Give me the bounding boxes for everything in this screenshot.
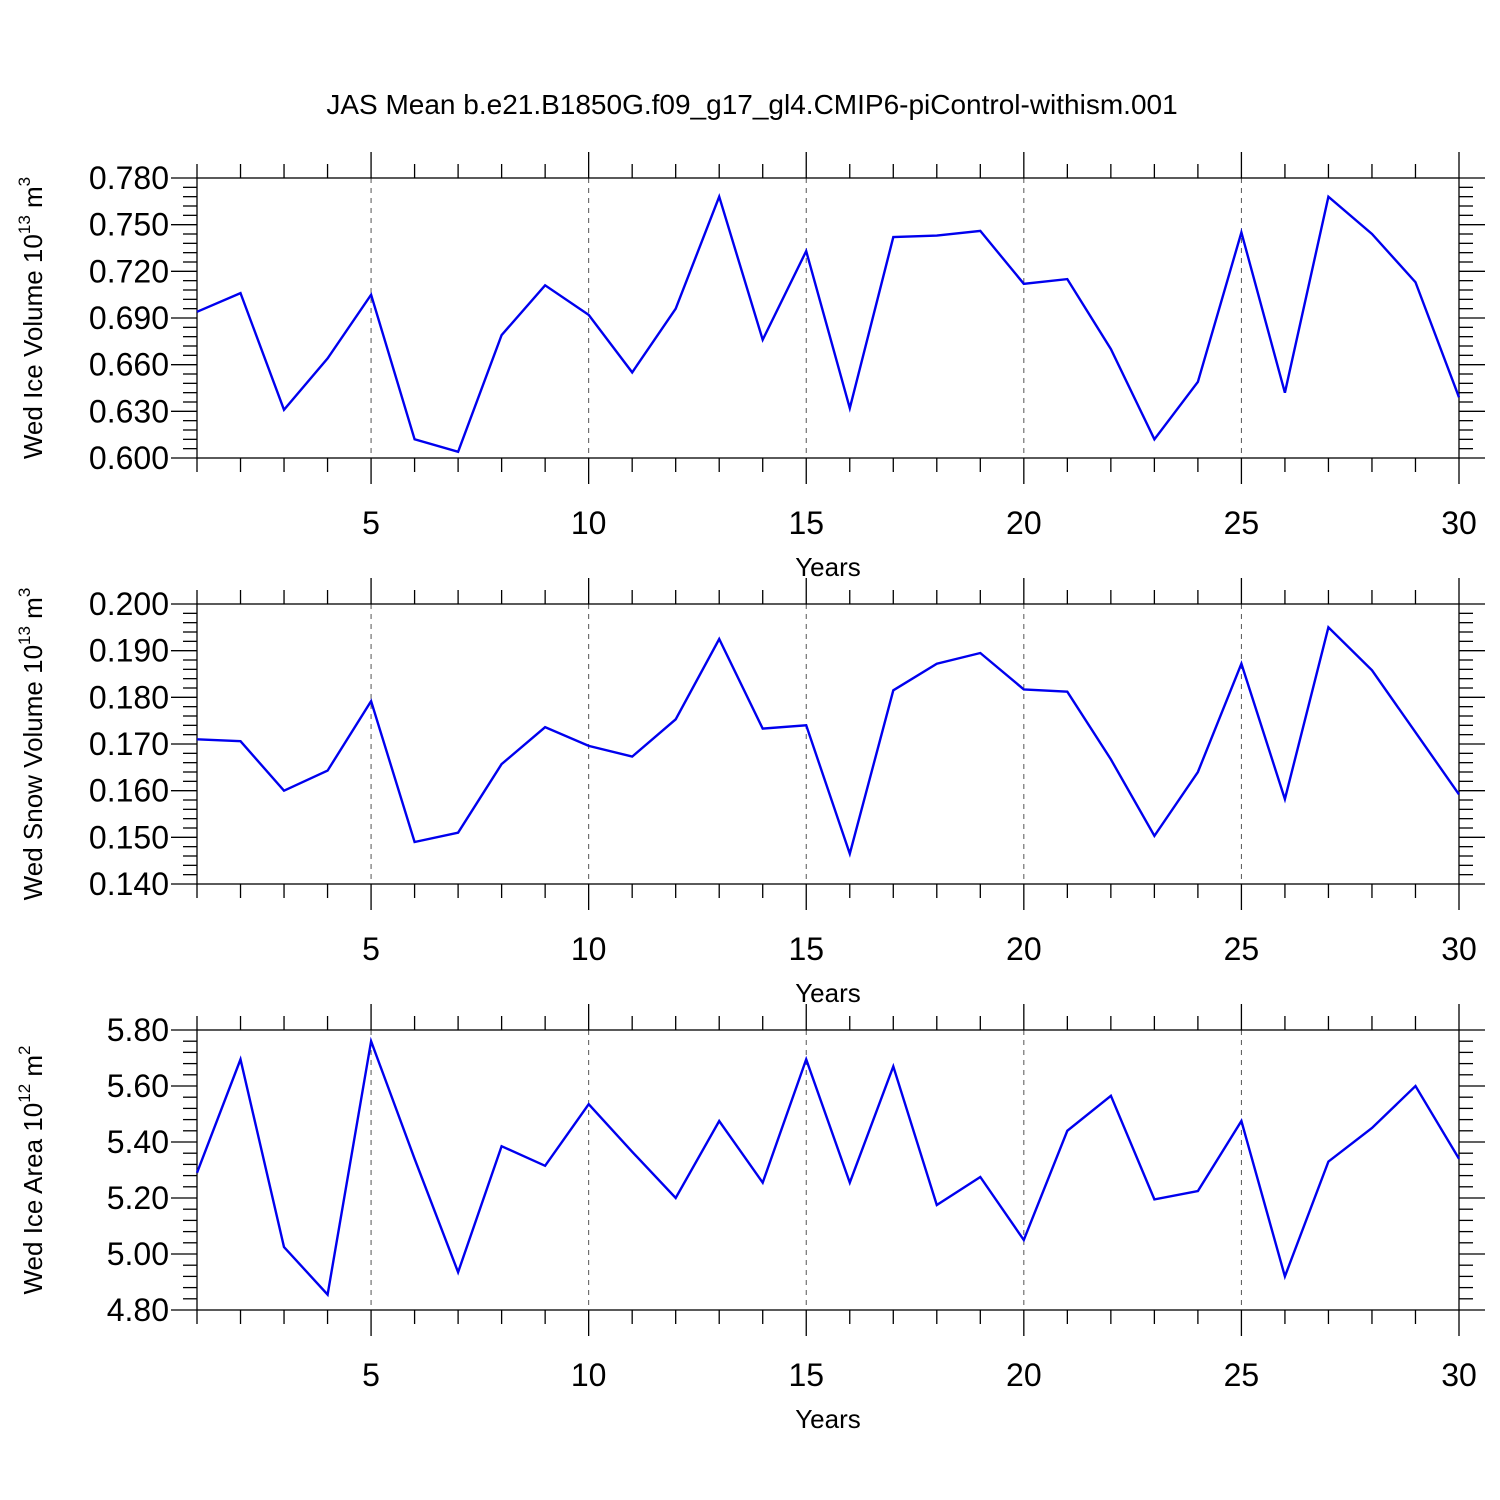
x-tick-label: 15 xyxy=(788,505,824,541)
y-tick-label: 5.20 xyxy=(107,1180,169,1216)
x-tick-label: 30 xyxy=(1441,1357,1477,1393)
y-axis-label-text: Wed Snow Volume 10 xyxy=(18,645,48,900)
x-tick-label: 25 xyxy=(1224,505,1260,541)
panels: 0.600 0.630 0.660 0.690 0.720 0.750 0.780 5 10 15… xyxy=(15,152,1485,1434)
y-tick-label: 0.140 xyxy=(89,866,169,902)
y-tick-label: 5.60 xyxy=(107,1068,169,1104)
y-tick-label: 0.690 xyxy=(89,300,169,336)
x-axis-label: Years xyxy=(795,552,861,582)
x-tick-label: 5 xyxy=(362,1357,380,1393)
x-tick-label: 25 xyxy=(1224,1357,1260,1393)
y-tick-label: 5.40 xyxy=(107,1124,169,1160)
y-axis-label-unit-exponent: 3 xyxy=(15,177,34,186)
y-tick-label: 0.190 xyxy=(89,633,169,669)
y-axis-label-unit-exponent: 2 xyxy=(15,1045,34,1054)
x-tick-label: 20 xyxy=(1006,931,1042,967)
panel-2: 0.140 0.150 0.160 0.170 0.180 0.190 0.200 5 10 15… xyxy=(15,578,1485,1008)
x-tick-label: 20 xyxy=(1006,1357,1042,1393)
y-tick-label: 0.780 xyxy=(89,160,169,196)
y-axis-label-unit: m xyxy=(18,597,48,626)
y-tick-label: 5.00 xyxy=(107,1236,169,1272)
plot-frame xyxy=(196,603,1460,885)
y-axis-label-unit: m xyxy=(18,1055,48,1084)
series-line xyxy=(196,193,1461,454)
x-tick-label: 10 xyxy=(571,1357,607,1393)
y-axis-label-text: Wed Ice Volume 10 xyxy=(18,234,48,459)
y-tick-label: 4.80 xyxy=(107,1292,169,1328)
x-tick-label: 30 xyxy=(1441,505,1477,541)
y-tick-label: 0.630 xyxy=(89,393,169,429)
plot-frame xyxy=(196,1029,1460,1311)
y-axis-label: Wed Ice Volume 1013 m3 xyxy=(15,177,48,459)
y-tick-label: 0.180 xyxy=(89,679,169,715)
y-axis-label-unit: m xyxy=(18,186,48,215)
y-tick-label: 0.660 xyxy=(89,347,169,383)
y-axis-label: Wed Ice Area 1012 m2 xyxy=(15,1045,48,1294)
x-tick-label: 10 xyxy=(571,931,607,967)
x-axis-label: Years xyxy=(795,978,861,1008)
y-axis-label-exponent: 12 xyxy=(15,1084,34,1103)
y-axis-label-exponent: 13 xyxy=(15,215,34,234)
x-tick-label: 25 xyxy=(1224,931,1260,967)
y-axis-label: Wed Snow Volume 1013 m3 xyxy=(15,588,48,901)
y-axis-label-text: Wed Ice Area 10 xyxy=(18,1103,48,1295)
y-tick-label: 0.160 xyxy=(89,773,169,809)
plot-frame xyxy=(196,177,1460,459)
y-tick-label: 5.80 xyxy=(107,1012,169,1048)
y-axis-label-exponent: 13 xyxy=(15,626,34,645)
y-tick-label: 0.720 xyxy=(89,253,169,289)
x-tick-label: 30 xyxy=(1441,931,1477,967)
panel-3: 4.80 5.00 5.20 5.40 5.60 5.80 5 10 15 20 25 30 Years… xyxy=(15,1004,1485,1434)
x-tick-label: 5 xyxy=(362,505,380,541)
x-tick-label: 15 xyxy=(788,1357,824,1393)
series-line xyxy=(196,624,1460,858)
series-line xyxy=(195,1036,1461,1298)
y-axis-label-unit-exponent: 3 xyxy=(15,588,34,597)
y-tick-label: 0.150 xyxy=(89,819,169,855)
y-tick-label: 0.200 xyxy=(89,586,169,622)
x-tick-label: 10 xyxy=(571,505,607,541)
x-axis-label: Years xyxy=(795,1404,861,1434)
y-tick-label: 0.600 xyxy=(89,440,169,476)
y-tick-label: 0.170 xyxy=(89,726,169,762)
x-tick-label: 5 xyxy=(362,931,380,967)
panel-1: 0.600 0.630 0.660 0.690 0.720 0.750 0.780 5 10 15… xyxy=(15,152,1485,582)
figure-title: JAS Mean b.e21.B1850G.f09_g17_gl4.CMIP6-… xyxy=(326,89,1177,120)
y-tick-label: 0.750 xyxy=(89,207,169,243)
x-tick-label: 15 xyxy=(788,931,824,967)
x-tick-label: 20 xyxy=(1006,505,1042,541)
